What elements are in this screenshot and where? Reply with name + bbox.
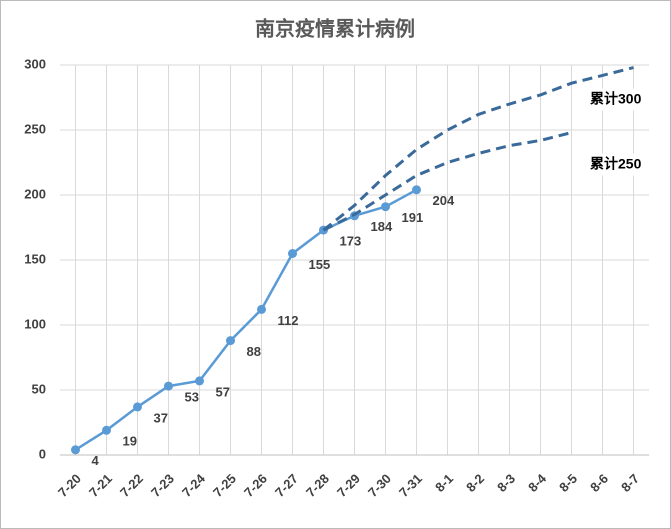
y-tick-label: 300 bbox=[24, 56, 46, 71]
data-label: 88 bbox=[247, 344, 261, 359]
series-line bbox=[322, 131, 572, 232]
data-point bbox=[71, 445, 80, 455]
y-tick-label: 0 bbox=[39, 446, 46, 461]
data-point bbox=[226, 336, 235, 346]
data-label: 37 bbox=[154, 410, 168, 425]
data-label: 191 bbox=[402, 210, 424, 225]
series-label: 累计250 bbox=[590, 155, 642, 171]
data-label: 112 bbox=[278, 313, 299, 328]
data-label: 57 bbox=[216, 384, 230, 399]
data-label: 173 bbox=[340, 234, 362, 249]
data-label: 4 bbox=[92, 453, 100, 468]
data-point bbox=[195, 376, 204, 386]
data-point bbox=[257, 304, 266, 314]
y-tick-label: 200 bbox=[24, 186, 46, 201]
y-tick-label: 100 bbox=[24, 316, 46, 331]
data-point bbox=[412, 185, 421, 195]
data-label: 19 bbox=[123, 434, 137, 449]
series-line bbox=[322, 66, 634, 232]
series-line bbox=[74, 188, 418, 451]
y-tick-label: 50 bbox=[32, 381, 46, 396]
y-tick-label: 150 bbox=[24, 251, 46, 266]
data-point bbox=[102, 425, 111, 435]
legend-bg bbox=[588, 153, 658, 176]
data-label: 204 bbox=[433, 193, 455, 208]
chart-title: 南京疫情累计病例 bbox=[255, 16, 415, 40]
data-label: 184 bbox=[371, 219, 393, 234]
data-point bbox=[164, 381, 173, 391]
legend-bg bbox=[588, 88, 658, 111]
data-point bbox=[381, 202, 390, 212]
data-label: 53 bbox=[185, 390, 199, 405]
y-tick-label: 250 bbox=[24, 121, 46, 136]
data-point bbox=[133, 402, 142, 412]
data-point bbox=[288, 249, 297, 258]
series-label: 累计300 bbox=[590, 90, 642, 106]
data-label: 155 bbox=[309, 257, 331, 272]
